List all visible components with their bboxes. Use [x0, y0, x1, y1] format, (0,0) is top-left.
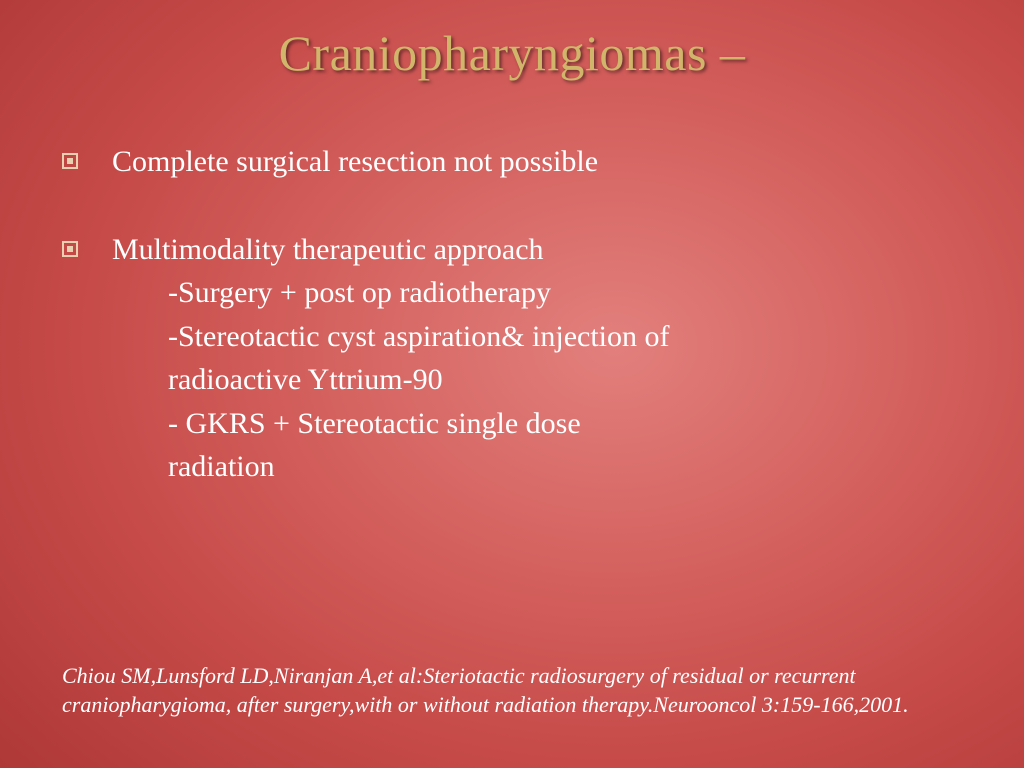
square-bullet-icon [62, 153, 78, 169]
bullet-item: Complete surgical resection not possible [62, 140, 964, 184]
sub-line: - GKRS + Stereotactic single dose [168, 402, 964, 446]
bullet-item: Multimodality therapeutic approach [62, 228, 964, 272]
sub-line: radiation [168, 445, 964, 489]
slide-body: Complete surgical resection not possible… [62, 140, 964, 489]
square-bullet-icon [62, 241, 78, 257]
bullet-text: Complete surgical resection not possible [112, 140, 964, 184]
bullet-text: Multimodality therapeutic approach [112, 228, 964, 272]
spacer [62, 184, 964, 228]
sub-line: -Surgery + post op radiotherapy [168, 271, 964, 315]
sub-line: radioactive Yttrium-90 [168, 358, 964, 402]
sub-line: -Stereotactic cyst aspiration& injection… [168, 315, 964, 359]
slide: Craniopharyngiomas – Complete surgical r… [0, 0, 1024, 768]
citation-text: Chiou SM,Lunsford LD,Niranjan A,et al:St… [62, 661, 944, 720]
slide-title: Craniopharyngiomas – [0, 24, 1024, 82]
